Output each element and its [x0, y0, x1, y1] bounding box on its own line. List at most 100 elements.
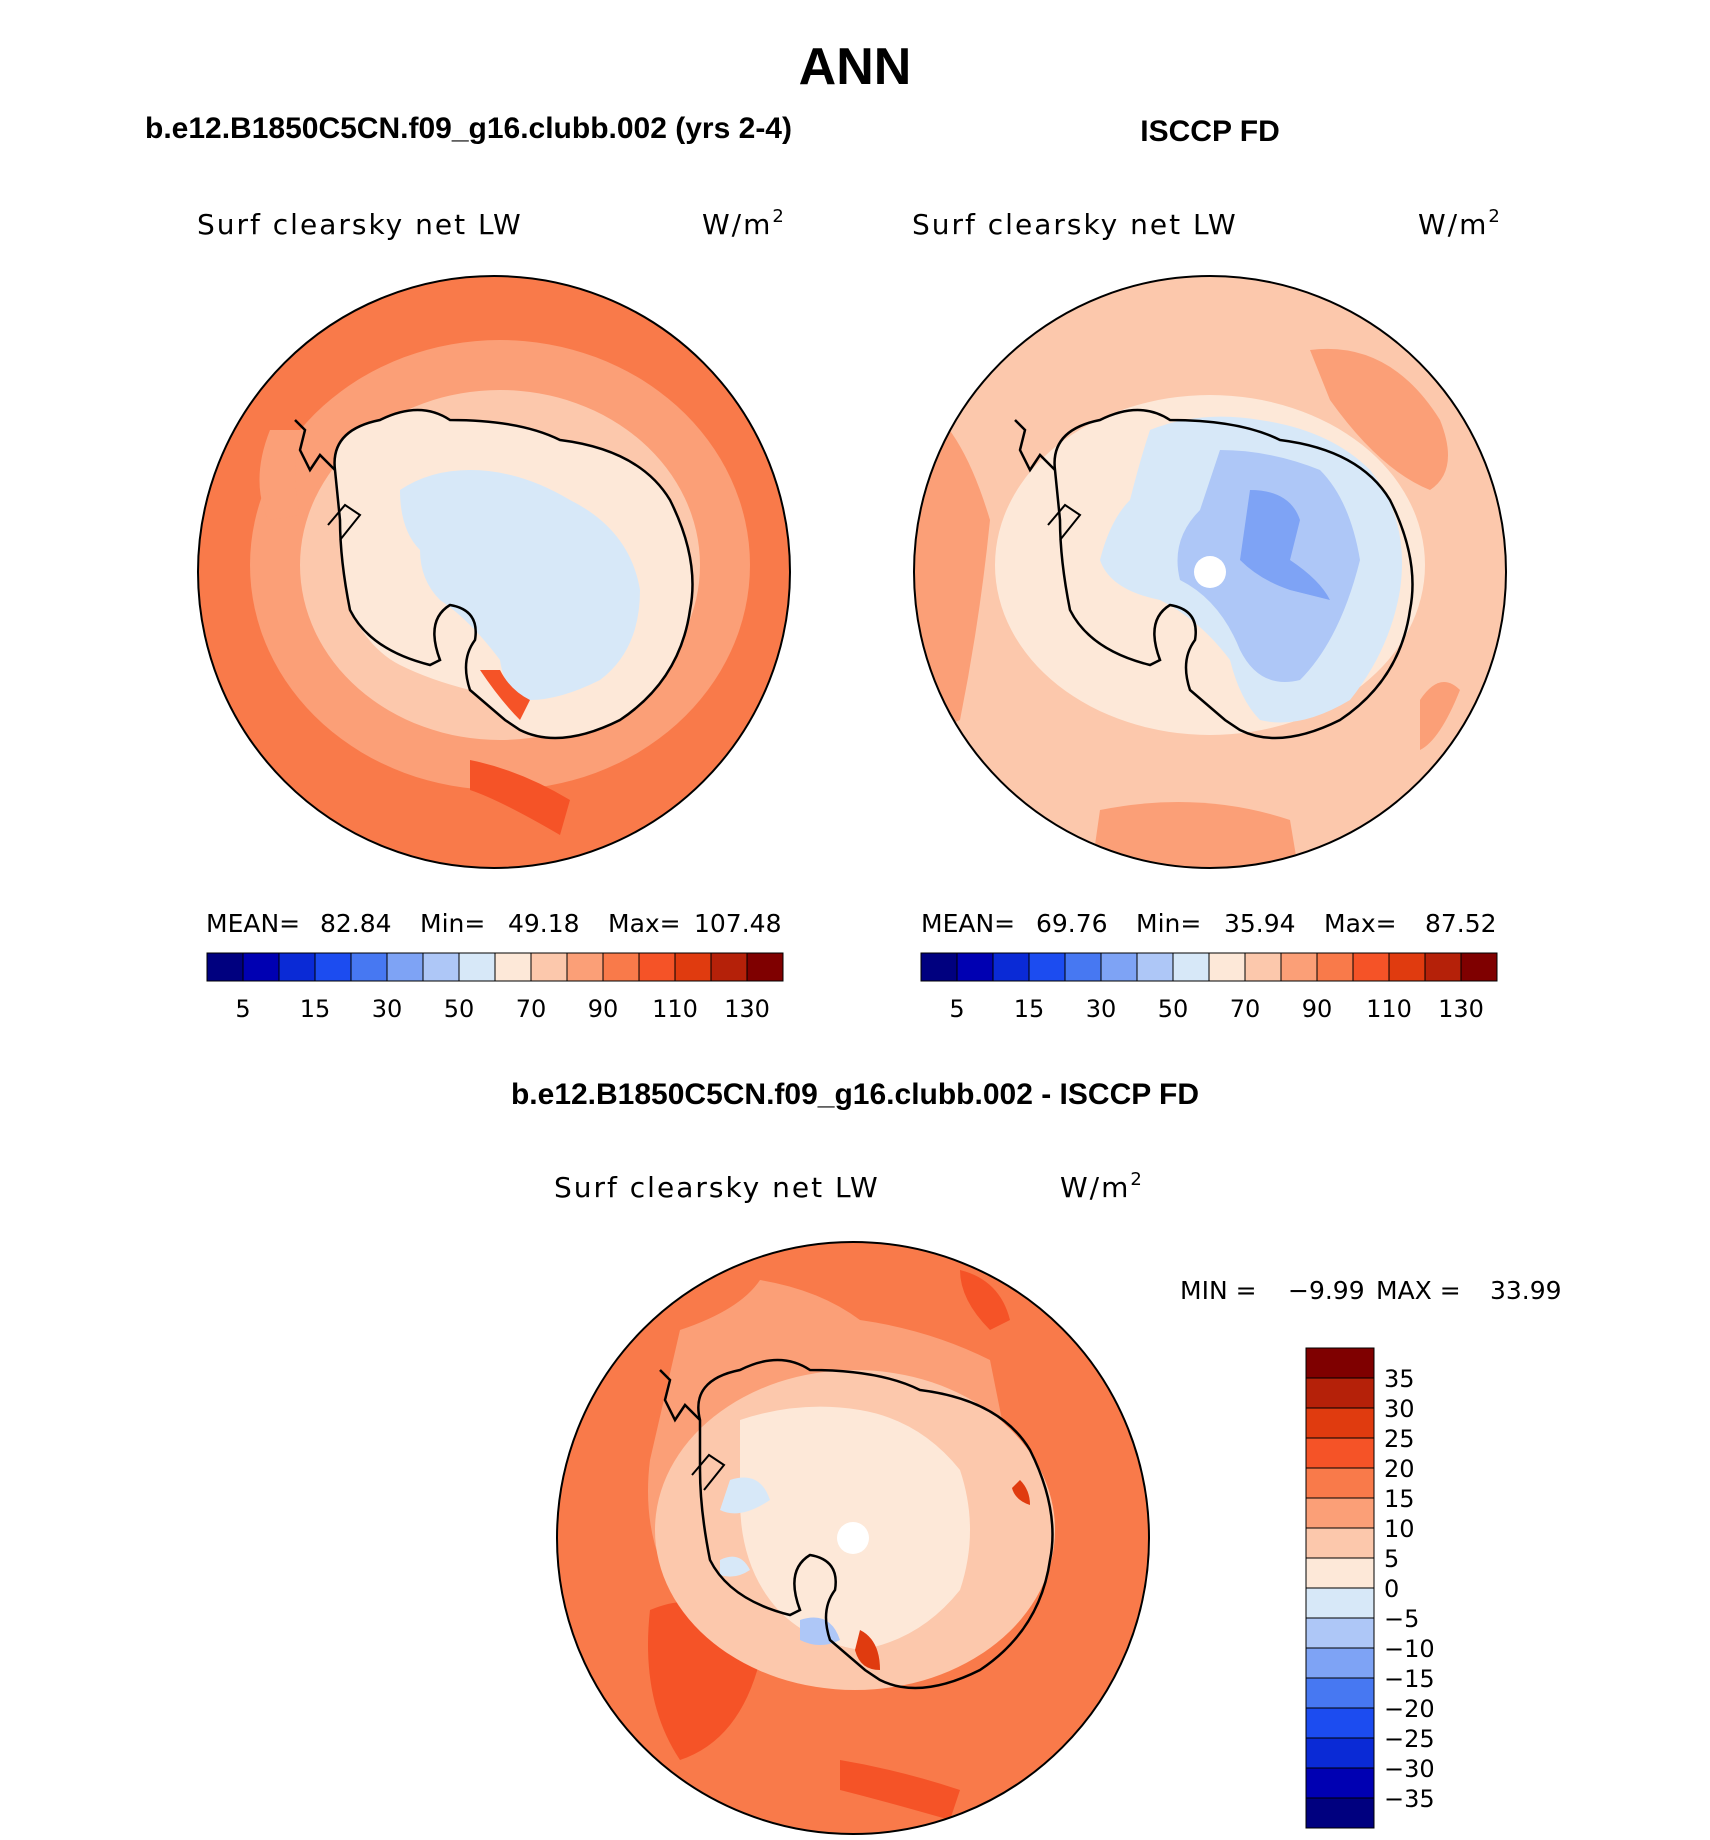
colorbar-diff-tick-label: −25 [1384, 1725, 1435, 1753]
colorbar-obs-tick-label: 90 [1302, 995, 1333, 1023]
colorbar-model-swatch [206, 952, 244, 982]
panel-diff-units-exp: 2 [1130, 1169, 1143, 1190]
polar-map-obs [914, 276, 1506, 868]
colorbar-diff-tick-label: 35 [1384, 1365, 1415, 1393]
panel-obs-stats: MEAN= 69.76 Min= 35.94 Max= 87.52 [921, 909, 1497, 938]
panel-obs-min-value: 35.94 [1224, 909, 1296, 938]
colorbar-model-tick-label: 50 [444, 995, 475, 1023]
colorbar-obs-swatch [1028, 952, 1066, 982]
colorbar-obs-tick-label: 110 [1366, 995, 1412, 1023]
colorbar-diff-tick-label: −5 [1384, 1605, 1419, 1633]
colorbar-obs-swatch [1424, 952, 1462, 982]
panel-diff-max-value: 33.99 [1490, 1276, 1562, 1305]
colorbar-obs-swatch [1244, 952, 1282, 982]
panel-diff-stats: MIN = −9.99 MAX = 33.99 [1180, 1276, 1562, 1305]
panel-obs: ISCCP FD Surf clearsky net LW W/m2 MEAN=… [912, 115, 1507, 1023]
colorbar-diff-swatch [1305, 1377, 1375, 1409]
colorbar-obs-swatch [1064, 952, 1102, 982]
colorbar-model-swatch [566, 952, 604, 982]
polar-map-diff-boundary [556, 1241, 1150, 1835]
panel-obs-units-base: W/m [1418, 208, 1488, 241]
colorbar-model-swatch [314, 952, 352, 982]
colorbar-model-tick-label: 110 [652, 995, 698, 1023]
colorbar-diff-swatch [1305, 1557, 1375, 1589]
colorbar-obs-tick-label: 15 [1014, 995, 1045, 1023]
colorbar-obs-tick-label: 70 [1230, 995, 1261, 1023]
colorbar-model-tick-label: 90 [588, 995, 619, 1023]
panel-model-variable-label: Surf clearsky net LW [197, 208, 523, 241]
colorbar-obs-swatch [992, 952, 1030, 982]
colorbar-obs-swatch [1136, 952, 1174, 982]
polar-map-model [198, 276, 790, 868]
colorbar-obs-swatch [1208, 952, 1246, 982]
colorbar-obs-swatch [1352, 952, 1390, 982]
panel-obs-units: W/m2 [1418, 206, 1502, 241]
panel-obs-header: ISCCP FD [1140, 115, 1279, 148]
panel-model-max-label: Max= [608, 909, 681, 938]
colorbar-obs-swatch [956, 952, 994, 982]
colorbar-diff-swatch [1305, 1677, 1375, 1709]
colorbar-model-tick-label: 5 [235, 995, 250, 1023]
colorbar-diff-swatch [1305, 1437, 1375, 1469]
colorbar-model-swatch [710, 952, 748, 982]
polar-map-model-boundary [197, 275, 791, 869]
colorbar-diff-swatch [1305, 1737, 1375, 1769]
colorbar-obs-swatch [1280, 952, 1318, 982]
colorbar-diff-swatch [1305, 1407, 1375, 1439]
colorbar-diff-swatch [1305, 1797, 1375, 1829]
panel-model-mean-value: 82.84 [320, 909, 392, 938]
colorbar-model-swatch [530, 952, 568, 982]
colorbar-diff-tick-label: −20 [1384, 1695, 1435, 1723]
panel-model-min-label: Min= [420, 909, 485, 938]
colorbar-diff-swatch [1305, 1497, 1375, 1529]
panel-model-stats: MEAN= 82.84 Min= 49.18 Max= 107.48 [206, 909, 781, 938]
colorbar-diff-tick-label: −15 [1384, 1665, 1435, 1693]
panel-diff-max-label: MAX = [1376, 1276, 1461, 1305]
colorbar-diff-swatch [1305, 1707, 1375, 1739]
colorbar-model-swatch [242, 952, 280, 982]
panel-model-mean-label: MEAN= [206, 909, 300, 938]
colorbar-diff-tick-label: 0 [1384, 1575, 1399, 1603]
colorbar-model-swatch [746, 952, 784, 982]
colorbar-diff-swatch [1305, 1767, 1375, 1799]
colorbar-diff-swatch [1305, 1467, 1375, 1499]
colorbar-model-swatch [674, 952, 712, 982]
colorbar-diff-swatch [1305, 1647, 1375, 1679]
colorbar-diff-tick-label: −10 [1384, 1635, 1435, 1663]
colorbar-obs-swatch [1460, 952, 1498, 982]
colorbar-obs-swatch [1172, 952, 1210, 982]
panel-model-units: W/m2 [702, 206, 786, 241]
colorbar-obs-swatch [1316, 952, 1354, 982]
colorbar-obs-swatch [1100, 952, 1138, 982]
colorbar-diff-tick-label: 30 [1384, 1395, 1415, 1423]
colorbar-diff-swatch [1305, 1617, 1375, 1649]
panel-diff: b.e12.B1850C5CN.f09_g16.clubb.002 - ISCC… [511, 1078, 1562, 1835]
panel-obs-variable-label: Surf clearsky net LW [912, 208, 1238, 241]
panel-obs-mean-value: 69.76 [1036, 909, 1108, 938]
colorbar-diff-tick-label: 25 [1384, 1425, 1415, 1453]
page-title: ANN [799, 38, 912, 96]
colorbar-model-swatch [422, 952, 460, 982]
panel-model-min-value: 49.18 [508, 909, 580, 938]
colorbar-model-swatch [386, 952, 424, 982]
colorbar-diff-tick-label: 10 [1384, 1515, 1415, 1543]
panel-model: b.e12.B1850C5CN.f09_g16.clubb.002 (yrs 2… [145, 112, 792, 1023]
polar-map-diff [557, 1242, 1149, 1834]
colorbar-model-swatch [458, 952, 496, 982]
colorbar-diff-tick-label: −30 [1384, 1755, 1435, 1783]
colorbar-model-tick-label: 15 [300, 995, 331, 1023]
colorbar-diff-swatch [1305, 1587, 1375, 1619]
colorbar-model-swatch [278, 952, 316, 982]
colorbar-diff-tick-label: 15 [1384, 1485, 1415, 1513]
colorbar-obs-tick-label: 130 [1438, 995, 1484, 1023]
panel-obs-mean-label: MEAN= [921, 909, 1015, 938]
panel-model-units-exp: 2 [772, 206, 785, 227]
colorbar-obs-tick-label: 5 [949, 995, 964, 1023]
colorbar-obs-tick-label: 50 [1158, 995, 1189, 1023]
panel-model-header: b.e12.B1850C5CN.f09_g16.clubb.002 (yrs 2… [145, 112, 792, 145]
colorbar-model-swatch [350, 952, 388, 982]
colorbar-model-swatch [602, 952, 640, 982]
panel-obs-max-label: Max= [1324, 909, 1397, 938]
